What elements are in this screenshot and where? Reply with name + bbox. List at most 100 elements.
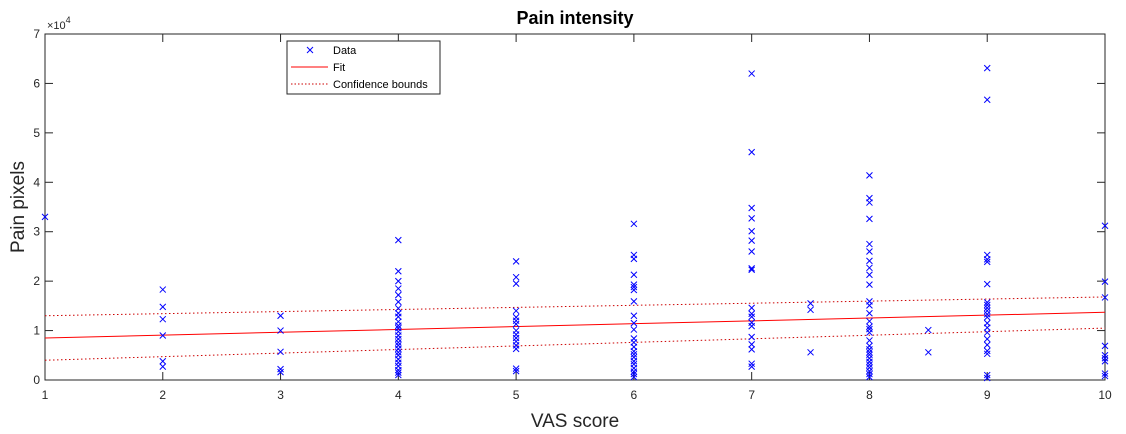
data-point <box>1101 357 1109 365</box>
data-point-stroke <box>866 240 873 248</box>
data-point-stroke <box>748 237 756 244</box>
data-point-stroke <box>748 310 756 318</box>
data-point-stroke <box>277 365 284 373</box>
chart-title: Pain intensity <box>516 8 633 28</box>
data-point-stroke <box>1101 357 1109 365</box>
data-point <box>866 364 873 371</box>
y-exponent-label: ×104 <box>47 15 71 32</box>
data-point <box>159 286 167 293</box>
data-point-stroke <box>394 298 402 306</box>
y-exponent-base: ×10 <box>47 20 66 32</box>
legend-label-fit: Fit <box>333 62 345 74</box>
data-point <box>748 248 756 255</box>
data-point-stroke <box>394 304 402 312</box>
data-point <box>630 347 638 355</box>
data-point <box>277 348 284 356</box>
data-point <box>983 310 991 318</box>
data-point-stroke <box>807 306 814 314</box>
data-point-stroke <box>866 302 873 309</box>
data-point <box>394 304 402 312</box>
data-point-stroke <box>159 332 167 339</box>
data-point <box>630 373 638 381</box>
data-point-stroke <box>924 348 932 356</box>
data-point-stroke <box>866 329 873 336</box>
data-point <box>394 277 402 285</box>
data-point <box>748 227 756 235</box>
data-point-stroke <box>394 371 402 379</box>
data-point <box>630 286 638 294</box>
data-point <box>1101 372 1109 380</box>
data-point-stroke <box>748 248 756 255</box>
data-point <box>1101 294 1109 301</box>
data-point <box>866 317 873 325</box>
data-point <box>866 354 873 362</box>
data-point-stroke <box>394 267 402 275</box>
data-point <box>159 357 167 365</box>
legend-label-bounds: Confidence bounds <box>333 79 428 91</box>
data-point-stroke <box>866 248 873 255</box>
data-point-stroke <box>41 213 49 221</box>
data-point <box>866 348 873 356</box>
data-point <box>983 280 991 288</box>
x-tick-label: 8 <box>866 388 873 402</box>
data-point-stroke <box>866 367 873 375</box>
data-point <box>983 64 991 72</box>
data-point-stroke <box>277 312 284 320</box>
data-point <box>1101 370 1109 377</box>
data-point <box>630 255 638 263</box>
lower-confidence-bound <box>44 327 1106 361</box>
data-point <box>630 319 638 327</box>
data-point-stroke <box>159 315 167 323</box>
data-point-stroke <box>512 258 520 265</box>
data-point-stroke <box>277 327 284 334</box>
data-point <box>394 332 402 339</box>
data-point-stroke <box>866 281 873 288</box>
data-point <box>866 309 873 317</box>
data-point-stroke <box>1101 370 1109 377</box>
data-point-stroke <box>1101 351 1109 359</box>
data-point <box>512 258 520 265</box>
data-point-stroke <box>630 357 638 365</box>
data-point-stroke <box>983 96 991 104</box>
data-point-stroke <box>866 373 873 381</box>
data-point <box>394 355 402 363</box>
data-point-stroke <box>748 264 756 272</box>
data-point <box>41 213 49 221</box>
data-point-stroke <box>630 271 638 279</box>
data-point <box>924 326 932 334</box>
y-tick-label: 2 <box>33 274 40 288</box>
data-point <box>394 366 402 374</box>
legend-label-data: Data <box>333 45 357 57</box>
data-point-stroke <box>983 374 991 382</box>
data-point <box>748 237 756 244</box>
data-point-stroke <box>277 368 284 376</box>
data-point-stroke <box>394 366 402 374</box>
data-point-stroke <box>866 309 873 317</box>
data-point-stroke <box>277 348 284 356</box>
data-point <box>866 257 873 265</box>
data-point <box>1101 222 1109 230</box>
x-tick-label: 9 <box>984 388 991 402</box>
data-point <box>159 332 167 339</box>
data-point-stroke <box>866 346 873 353</box>
data-point <box>866 302 873 309</box>
data-point-stroke <box>983 310 991 318</box>
data-point <box>807 348 814 356</box>
data-point <box>630 350 638 358</box>
x-axis-label: VAS score <box>531 411 619 432</box>
data-point-stroke <box>748 148 756 156</box>
data-point <box>394 313 402 321</box>
data-point-stroke <box>866 257 873 265</box>
y-axis-label: Pain pixels <box>8 161 29 253</box>
data-point <box>866 323 873 330</box>
data-point-stroke <box>866 370 873 378</box>
data-point <box>748 266 756 274</box>
data-point <box>983 299 991 306</box>
data-point <box>512 320 520 328</box>
data-point-stroke <box>630 326 638 333</box>
data-point-stroke <box>394 313 402 321</box>
x-tick-label: 3 <box>277 388 284 402</box>
data-point-stroke <box>866 264 873 272</box>
data-point-stroke <box>983 341 991 349</box>
data-point <box>159 363 167 371</box>
